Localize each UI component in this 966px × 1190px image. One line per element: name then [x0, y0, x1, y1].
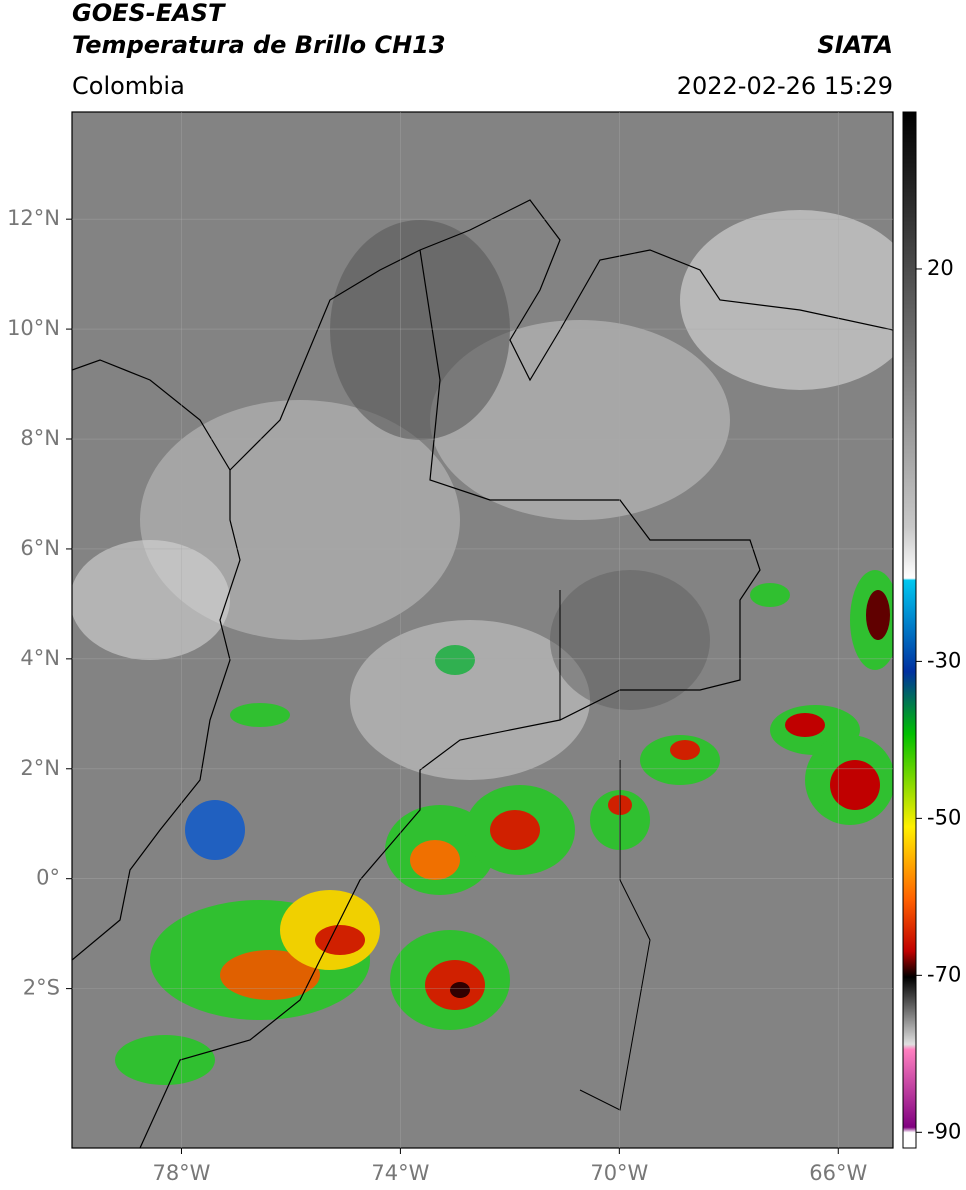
y-tick-label: 6°N — [20, 536, 60, 560]
x-tick-label: 70°W — [590, 1161, 648, 1185]
colorbar — [902, 111, 917, 1149]
y-tick-label: 2°S — [23, 976, 60, 1000]
x-tick-label: 78°W — [152, 1161, 210, 1185]
map-frame — [71, 111, 894, 1149]
x-tick-label: 66°W — [809, 1161, 867, 1185]
source: SIATA — [817, 31, 893, 59]
map-image — [72, 112, 893, 1148]
datetime: 2022-02-26 15:29 — [677, 72, 893, 100]
colorbar-tick-label: -30 — [927, 648, 961, 672]
y-tick-label: 2°N — [20, 756, 60, 780]
product: Temperatura de Brillo CH13 — [72, 31, 446, 59]
colorbar-tick-label: -90 — [927, 1119, 961, 1143]
y-tick-label: 0° — [36, 866, 60, 890]
y-tick-label: 12°N — [7, 206, 60, 230]
y-tick-label: 10°N — [7, 316, 60, 340]
colorbar-tick-label: -70 — [927, 962, 961, 986]
y-tick-label: 4°N — [20, 646, 60, 670]
x-tick-label: 74°W — [371, 1161, 429, 1185]
y-tick-label: 8°N — [20, 426, 60, 450]
colorbar-tick-label: 20 — [927, 256, 954, 280]
satellite: GOES-EAST — [72, 0, 226, 27]
region: Colombia — [72, 72, 185, 100]
colorbar-tick-label: -50 — [927, 805, 961, 829]
